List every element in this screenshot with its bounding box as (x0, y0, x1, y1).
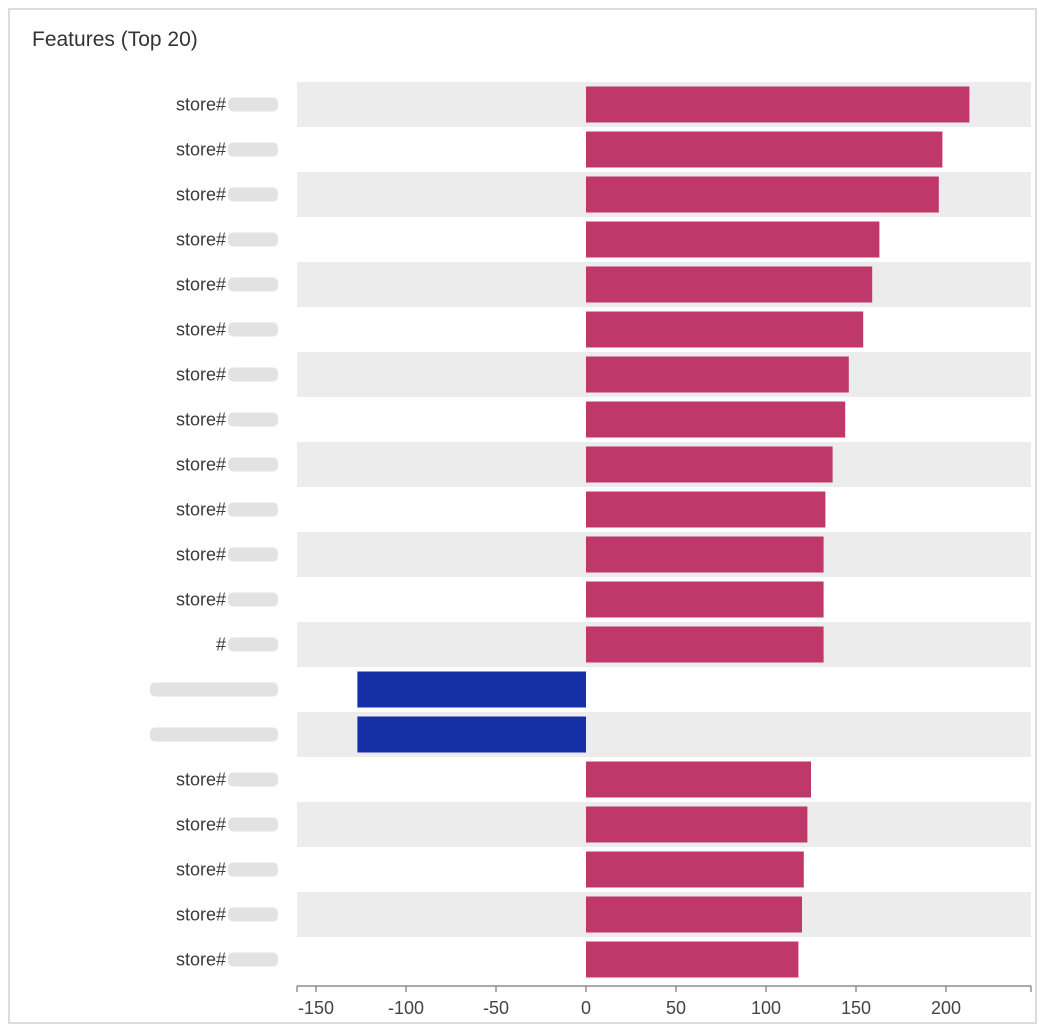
obscured-label-blur (228, 637, 278, 652)
category-label: store# (176, 140, 226, 160)
bar[interactable] (586, 266, 873, 303)
obscured-label-blur (228, 97, 278, 112)
bar[interactable] (586, 941, 799, 978)
category-label: store# (176, 545, 226, 565)
x-tick-label: 150 (841, 998, 871, 1018)
category-label: store# (176, 905, 226, 925)
bar[interactable] (586, 356, 849, 393)
category-label: store# (176, 275, 226, 295)
obscured-label-blur (150, 682, 278, 697)
obscured-label-blur (228, 187, 278, 202)
bar[interactable] (586, 536, 824, 573)
bar[interactable] (586, 806, 808, 843)
bar[interactable] (586, 761, 811, 798)
x-tick-label: -50 (483, 998, 509, 1018)
bar[interactable] (357, 671, 586, 708)
bar[interactable] (586, 176, 939, 213)
category-label: store# (176, 860, 226, 880)
bar[interactable] (586, 896, 802, 933)
obscured-label-blur (228, 232, 278, 247)
category-label: store# (176, 185, 226, 205)
obscured-label-blur (228, 142, 278, 157)
obscured-label-blur (228, 322, 278, 337)
obscured-label-blur (228, 502, 278, 517)
obscured-label-blur (228, 862, 278, 877)
obscured-label-blur (228, 277, 278, 292)
x-tick-label: 200 (931, 998, 961, 1018)
category-label: store# (176, 365, 226, 385)
obscured-label-blur (228, 952, 278, 967)
x-tick-label: -150 (298, 998, 334, 1018)
bar[interactable] (586, 626, 824, 663)
x-tick-label: -100 (388, 998, 424, 1018)
bar[interactable] (586, 311, 864, 348)
obscured-label-blur (228, 547, 278, 562)
category-label: store# (176, 410, 226, 430)
category-label: # (216, 635, 226, 655)
x-tick-label: 100 (751, 998, 781, 1018)
category-label: store# (176, 770, 226, 790)
chart-title: Features (Top 20) (32, 28, 198, 51)
obscured-label-blur (228, 592, 278, 607)
category-label: store# (176, 230, 226, 250)
x-tick-label: 0 (581, 998, 591, 1018)
bar[interactable] (586, 851, 804, 888)
bar[interactable] (357, 716, 586, 753)
obscured-label-blur (228, 907, 278, 922)
obscured-label-blur (150, 727, 278, 742)
obscured-label-blur (228, 772, 278, 787)
obscured-label-blur (228, 817, 278, 832)
obscured-label-blur (228, 412, 278, 427)
bar[interactable] (586, 401, 846, 438)
category-label: store# (176, 455, 226, 475)
bar[interactable] (586, 221, 880, 258)
bar[interactable] (586, 446, 833, 483)
bar[interactable] (586, 131, 943, 168)
obscured-label-blur (228, 367, 278, 382)
x-tick-label: 50 (666, 998, 686, 1018)
category-label: store# (176, 815, 226, 835)
category-label: store# (176, 320, 226, 340)
category-label: store# (176, 95, 226, 115)
category-label: store# (176, 950, 226, 970)
bar[interactable] (586, 581, 824, 618)
bar[interactable] (586, 86, 970, 123)
obscured-label-blur (228, 457, 278, 472)
bar[interactable] (586, 491, 826, 528)
category-label: store# (176, 500, 226, 520)
category-label: store# (176, 590, 226, 610)
